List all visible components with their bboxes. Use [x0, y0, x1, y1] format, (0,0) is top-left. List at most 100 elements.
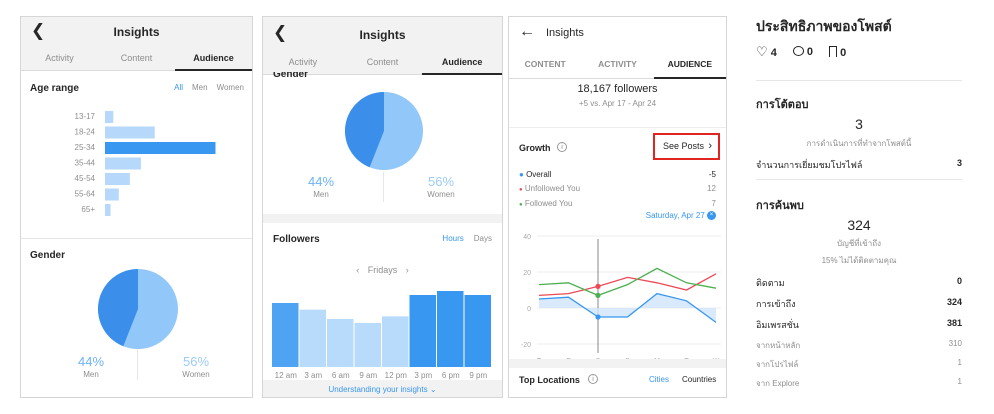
hour-bar	[327, 319, 354, 367]
hour-tick-label: 9 pm	[469, 371, 487, 380]
men-label: Men	[83, 370, 99, 379]
page-title: Insights	[113, 25, 160, 39]
heart-icon: ♡	[756, 44, 768, 59]
legend-unfollowed: ● Unfollowed You 12	[519, 182, 716, 197]
page-title: ประสิทธิภาพของโพสต์	[756, 18, 892, 34]
tab-audience[interactable]: Audience	[422, 51, 502, 75]
series-line	[538, 292, 717, 323]
age-tick-label: 13-17	[75, 112, 96, 121]
pie-slice-men	[98, 269, 138, 347]
series-point	[595, 283, 601, 289]
discovery-number: 324	[847, 217, 871, 233]
men-percent: 44%	[307, 174, 335, 189]
hour-bar	[382, 316, 409, 367]
section-gap	[263, 214, 502, 223]
comment-icon	[792, 46, 804, 56]
y-tick-label: 20	[523, 270, 531, 277]
discovery-rows: ติดตาม 0 การเข้าถึง 324 อิมเพรสชั่น 381 จากหน้…	[756, 276, 962, 396]
tab-content[interactable]: CONTENT	[524, 59, 566, 69]
toggle-hours[interactable]: Hours	[442, 234, 464, 243]
chevron-left-icon[interactable]: ❮	[31, 21, 46, 40]
age-tick-label: 65+	[81, 205, 95, 214]
row-label: จำนวนการเยี่ยมชมโปรไฟล์	[756, 160, 863, 170]
tab-activity[interactable]: Activity	[288, 57, 318, 67]
followers-title: Followers	[273, 234, 320, 245]
discovery-row: จาก Explore 1	[756, 377, 962, 396]
chevron-left-icon[interactable]: ❮	[273, 23, 288, 42]
see-posts-button[interactable]: See Posts ›	[653, 133, 720, 160]
discovery-note: 15% ไม่ได้ติดตามคุณ	[821, 256, 897, 265]
tab-activity[interactable]: Activity	[45, 53, 74, 63]
filter-all[interactable]: All	[174, 83, 184, 92]
legend-label: Unfollowed You	[524, 184, 581, 193]
legend-dot: ●	[519, 187, 523, 193]
selected-date-label: Saturday, Apr 27	[645, 211, 705, 220]
age-range-chart: 13-17 18-24 25-34 35-44 45-54 55-64 65+	[75, 111, 216, 216]
hour-tick-label: 6 pm	[442, 371, 460, 380]
legend-value: 12	[707, 184, 716, 193]
discovery-row: จากโปรไฟล์ 1	[756, 358, 962, 377]
tab-content[interactable]: Content	[120, 53, 153, 63]
tab-content[interactable]: Content	[366, 57, 399, 67]
cities-toggle[interactable]: Cities	[649, 375, 670, 384]
legend-value: -5	[708, 170, 716, 179]
filter-men[interactable]: Men	[192, 83, 208, 92]
chevron-down-icon[interactable]: ⌄	[429, 385, 437, 394]
post-stats: ♡ 4 0 0	[756, 44, 846, 60]
filter-women[interactable]: Women	[216, 83, 244, 92]
legend-value: 7	[711, 199, 716, 208]
age-tick-label: 25-34	[75, 143, 96, 152]
discovery-row: อิมเพรสชั่น 381	[756, 318, 962, 339]
legend-dot: ●	[519, 202, 523, 208]
stat-value: 0	[806, 46, 814, 58]
hour-tick-label: 3 pm	[414, 371, 432, 380]
nav-bar: ❮ Insights	[263, 17, 502, 51]
tab-audience[interactable]: AUDIENCE	[653, 51, 726, 79]
day-selector: ‹ Fridays ›	[263, 265, 502, 275]
understanding-insights-link[interactable]: Understanding your insights	[328, 385, 428, 394]
hour-bar	[437, 291, 464, 367]
row-value: 1	[957, 358, 962, 367]
hour-bar	[354, 323, 381, 367]
tab-audience[interactable]: Audience	[175, 47, 252, 71]
discovery-row: ติดตาม 0	[756, 276, 962, 297]
chevron-right-icon[interactable]: ›	[405, 265, 409, 275]
chevron-left-icon[interactable]: ‹	[356, 265, 360, 275]
hour-tick-label: 3 am	[304, 371, 322, 380]
discovery-title: การค้นพบ	[756, 200, 804, 212]
row-value: 381	[946, 318, 962, 328]
row-value: 324	[946, 297, 962, 307]
info-icon[interactable]: i	[557, 142, 567, 152]
countries-toggle[interactable]: Countries	[682, 375, 717, 384]
arrow-left-icon[interactable]: ←	[519, 23, 535, 40]
bookmark-icon	[829, 45, 838, 57]
row-label: อิมเพรสชั่น	[756, 320, 799, 330]
legend-overall: ● Overall -5	[519, 168, 716, 182]
discovery-subtitle: บัญชีที่เข้าถึง	[836, 239, 882, 248]
series-line	[538, 273, 717, 297]
hour-bar	[272, 303, 299, 367]
toggle-days[interactable]: Days	[473, 234, 492, 243]
tab-activity[interactable]: ACTIVITY	[598, 59, 637, 69]
growth-title: Growth	[519, 143, 551, 153]
tab-bar: CONTENT ACTIVITY AUDIENCE	[509, 51, 726, 79]
post-insights-panel: ประสิทธิภาพของโพสต์ ♡ 4 0 0 การโต้ตอบ 3 …	[744, 16, 972, 398]
age-tick-label: 18-24	[75, 128, 96, 137]
legend-label: Followed You	[524, 199, 573, 208]
hour-bar	[409, 295, 436, 367]
insights-panel-2: ❮ Insights Activity Content Audience Gen…	[262, 16, 503, 398]
row-value: 1	[957, 377, 962, 386]
age-filter-group: All Men Women	[174, 83, 244, 92]
gender-title: Gender	[273, 72, 309, 80]
stat-value: 0	[840, 46, 847, 59]
gender-title: Gender	[30, 250, 66, 261]
followers-count: 18,167 followers	[577, 83, 658, 95]
age-bar	[105, 111, 114, 123]
row-value: 3	[956, 158, 962, 168]
legend-label: Overall	[526, 170, 552, 179]
age-range-title: Age range	[30, 83, 79, 94]
info-icon[interactable]: i	[588, 374, 598, 384]
y-tick-label: 40	[523, 234, 531, 241]
close-icon[interactable]: ×	[707, 211, 716, 221]
